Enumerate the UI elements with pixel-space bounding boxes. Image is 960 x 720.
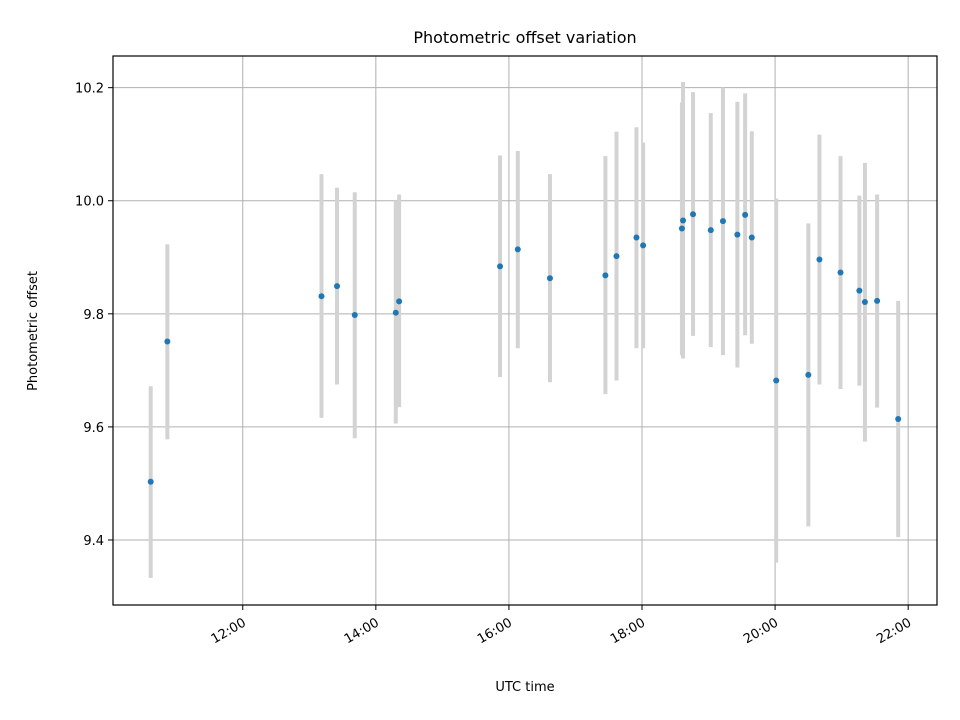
y-tick-label: 9.8 [83, 308, 104, 323]
data-point [748, 234, 755, 241]
data-point [680, 217, 687, 224]
data-point [147, 478, 154, 485]
data-point [633, 234, 640, 241]
x-tick-label: 14:00 [342, 615, 382, 647]
data-point [514, 246, 521, 253]
y-tick-label: 9.6 [83, 421, 104, 436]
data-point [837, 269, 844, 276]
data-point [351, 311, 358, 318]
data-point [734, 231, 741, 238]
y-tick-label: 9.4 [83, 534, 104, 549]
data-point [613, 253, 620, 260]
x-tick-label: 16:00 [475, 615, 515, 647]
data-point [816, 256, 823, 263]
data-point [497, 263, 504, 270]
data-point [874, 297, 881, 304]
data-point [334, 283, 341, 290]
y-tick-label: 10.2 [75, 82, 104, 97]
chart-title: Photometric offset variation [413, 28, 636, 47]
data-point [719, 218, 726, 225]
x-axis-label: UTC time [495, 680, 554, 695]
data-point [856, 287, 863, 294]
x-tick-label: 20:00 [741, 615, 781, 647]
data-points [147, 211, 902, 485]
plot-frame [112, 55, 938, 606]
data-point [861, 298, 868, 305]
x-tick-label: 22:00 [874, 615, 914, 647]
error-bars [148, 82, 901, 578]
y-axis-ticks: 9.4 9.6 9.8 10.0 10.2 [75, 82, 113, 549]
data-point [895, 415, 902, 422]
y-axis-label: Photometric offset [26, 271, 41, 391]
data-point [678, 225, 685, 232]
data-point [602, 272, 609, 279]
data-point [318, 293, 325, 300]
x-axis-ticks: 12:00 14:00 16:00 18:00 20:00 22:00 [209, 605, 914, 647]
data-point [773, 377, 780, 384]
data-point [546, 275, 553, 282]
data-point [640, 242, 647, 249]
data-point [805, 371, 812, 378]
y-tick-label: 10.0 [75, 195, 104, 210]
data-point [690, 211, 697, 218]
x-tick-label: 12:00 [209, 615, 249, 647]
data-point [396, 298, 403, 305]
data-point [164, 338, 171, 345]
data-point [742, 211, 749, 218]
x-tick-label: 18:00 [608, 615, 648, 647]
data-point [707, 227, 714, 234]
data-point [392, 309, 399, 316]
grid [113, 56, 937, 605]
